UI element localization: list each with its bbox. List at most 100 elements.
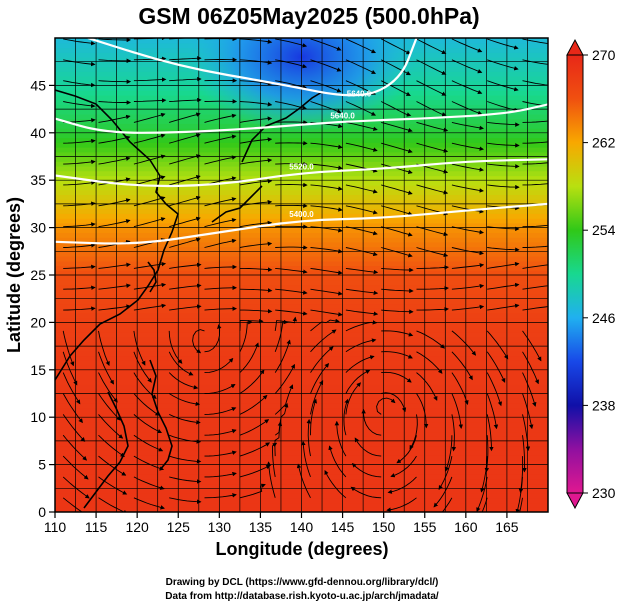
streamline [345,205,378,215]
streamline [98,198,131,207]
colorbar-tick-label: 262 [592,135,616,151]
wind-streamlines [62,38,548,512]
streamline [63,138,96,144]
streamline [169,112,201,123]
y-tick-label: 15 [30,362,46,378]
y-tick-label: 30 [30,220,46,236]
streamline [345,247,378,257]
x-axis-label: Longitude (degrees) [215,539,388,559]
contour-label: 5520.0 [289,163,314,172]
streamline [416,372,438,401]
colorbar-tick-label: 246 [592,310,616,326]
streamline [63,222,96,228]
streamline [345,309,379,316]
streamline [133,434,164,452]
streamline [476,476,488,512]
contour-label: 5640.0 [330,111,355,120]
streamline [239,38,273,44]
y-axis-ticks: 0 5 10 15 20 25 30 35 40 45 [30,77,55,520]
colorbar-tick-label: 254 [592,222,616,238]
streamline [133,414,163,434]
y-tick-label: 25 [30,267,46,283]
streamline [275,101,308,110]
x-tick-label: 125 [167,519,191,535]
streamline [310,309,343,317]
streamline [345,142,378,152]
streamline [522,372,537,407]
streamline [416,393,429,429]
streamline [324,469,347,499]
streamline [274,339,291,373]
plot-area: 5400.0 5520.0 5640.0 5640.0 [55,38,548,512]
streamline [451,226,484,235]
streamline [416,226,449,237]
streamline [133,154,166,165]
streamline [487,163,520,169]
streamline [169,476,202,484]
streamline [310,142,343,150]
streamline [345,101,377,116]
streamline [239,369,265,394]
streamline [133,282,167,290]
streamline [275,203,308,209]
streamline [62,330,75,367]
streamline [169,455,202,464]
streamline [345,226,378,236]
streamline [133,351,152,383]
streamline [62,434,88,461]
x-tick-label: 135 [249,519,273,535]
streamline [274,316,298,331]
streamline [169,237,201,248]
streamline [63,201,96,207]
streamline [480,456,488,493]
streamline [381,205,413,216]
streamline [133,455,165,471]
streamline [204,155,237,165]
streamline [169,413,201,425]
streamline [168,372,199,390]
streamline [396,435,417,464]
streamline [275,309,308,316]
streamline [451,205,484,214]
streamline [275,245,308,250]
x-tick-label: 115 [85,519,108,535]
height-contour [55,158,548,188]
streamline [380,38,411,55]
streamline [381,226,413,237]
credit-dcl: Drawing by DCL (https://www.gfd-dennou.o… [166,577,439,588]
streamline [310,163,343,170]
streamline [168,393,201,407]
streamline [345,184,378,194]
x-tick-label: 160 [454,519,478,535]
streamline [522,80,548,86]
streamline [345,121,378,131]
streamline [204,113,237,123]
streamline [133,261,167,269]
streamline [416,80,447,96]
streamline [204,217,237,228]
streamline [381,247,413,258]
streamline [98,283,131,290]
y-tick-label: 40 [30,125,46,141]
streamline [345,288,379,296]
streamline [98,497,128,512]
streamline [169,154,201,165]
streamline [310,398,317,436]
streamline [239,267,273,272]
streamline [345,382,362,415]
streamline [204,285,237,291]
streamline [133,476,165,490]
streamline [451,121,484,131]
streamline [381,288,414,294]
streamline [390,455,417,478]
streamline [133,112,166,123]
streamline [274,319,289,352]
streamline [62,393,83,424]
streamline [133,133,166,144]
x-tick-label: 130 [208,519,232,535]
streamline [487,121,520,127]
streamline [416,184,449,195]
streamline [522,162,548,165]
streamline [381,309,414,314]
streamline [487,142,520,148]
